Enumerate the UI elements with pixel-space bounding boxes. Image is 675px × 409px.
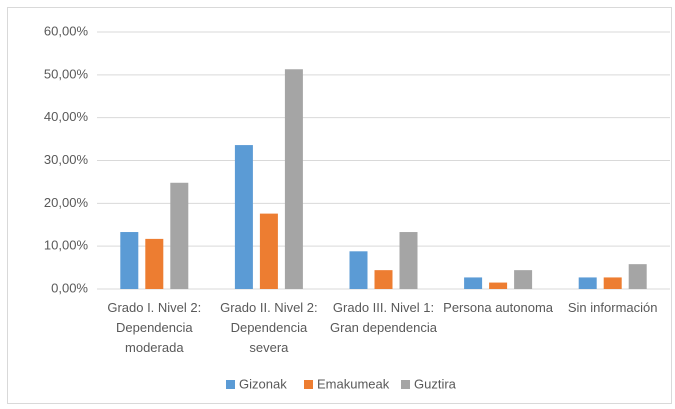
legend-label: Guztira [414,376,457,391]
bar [628,264,647,289]
bar [234,145,253,289]
bar [603,277,622,289]
x-tick-label: Grado I. Nivel 2: Dependencia moderada [107,300,202,355]
bar [399,232,418,289]
y-tick-label: 50,00% [44,66,89,81]
x-tick-label: Grado III. Nivel 1: Gran dependencia [330,300,437,335]
y-tick-label: 60,00% [44,23,89,38]
bar [145,238,164,289]
bar [170,182,189,289]
chart-border [7,7,672,404]
y-tick-label: 40,00% [44,109,89,124]
legend-swatch [304,380,313,389]
legend-label: Emakumeak [317,376,390,391]
bar [259,213,278,289]
x-tick-label: Grado II. Nivel 2: Dependencia severa [220,300,318,355]
legend-swatch [401,380,410,389]
bar [578,277,597,289]
bar [349,251,368,289]
bar [374,270,393,289]
bar [284,69,303,289]
y-tick-label: 0,00% [51,280,88,295]
bar [464,277,483,289]
y-tick-label: 30,00% [44,152,89,167]
legend-label: Gizonak [239,376,287,391]
bar [489,282,508,289]
y-tick-label: 10,00% [44,238,89,253]
x-tick-label: Persona autonoma [443,300,554,315]
legend-swatch [226,380,235,389]
y-tick-label: 20,00% [44,195,89,210]
x-tick-label: Sin información [567,300,658,315]
bar [120,232,139,289]
bar [514,270,533,289]
